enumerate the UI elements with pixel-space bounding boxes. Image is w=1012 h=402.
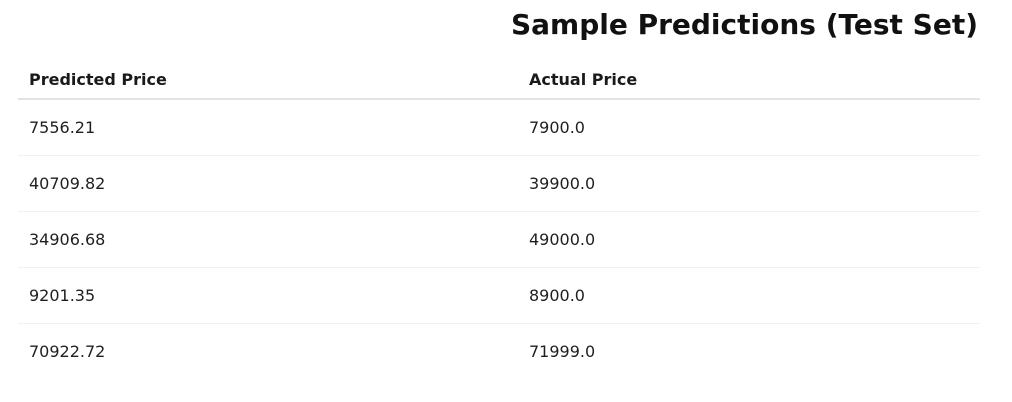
predicted-price-cell: 7556.21 (18, 99, 518, 156)
table-row: 70922.72 71999.0 (18, 324, 980, 380)
predictions-table: Predicted Price Actual Price 7556.21 790… (18, 60, 980, 379)
table-row: 9201.35 8900.0 (18, 267, 980, 324)
predicted-price-cell: 9201.35 (18, 267, 518, 324)
actual-price-cell: 71999.0 (529, 342, 596, 361)
actual-price-cell: 39900.0 (518, 155, 980, 212)
table-row: 7556.21 7900.0 (18, 99, 980, 156)
predicted-price-cell: 34906.68 (18, 211, 518, 268)
actual-price-cell: 7900.0 (518, 99, 980, 156)
actual-price-cell: 8900.0 (518, 267, 980, 324)
predicted-price-cell: 70922.72 (29, 342, 106, 361)
column-header-predicted-price: Predicted Price (18, 60, 518, 100)
column-header-actual-price: Actual Price (518, 60, 980, 100)
table-header-row: Predicted Price Actual Price (18, 60, 980, 100)
predicted-price-cell: 40709.82 (18, 155, 518, 212)
table-row: 34906.68 49000.0 (18, 211, 980, 268)
table-title: Sample Predictions (Test Set) (510, 8, 978, 41)
table-row: 40709.82 39900.0 (18, 155, 980, 212)
actual-price-cell: 49000.0 (518, 211, 980, 268)
